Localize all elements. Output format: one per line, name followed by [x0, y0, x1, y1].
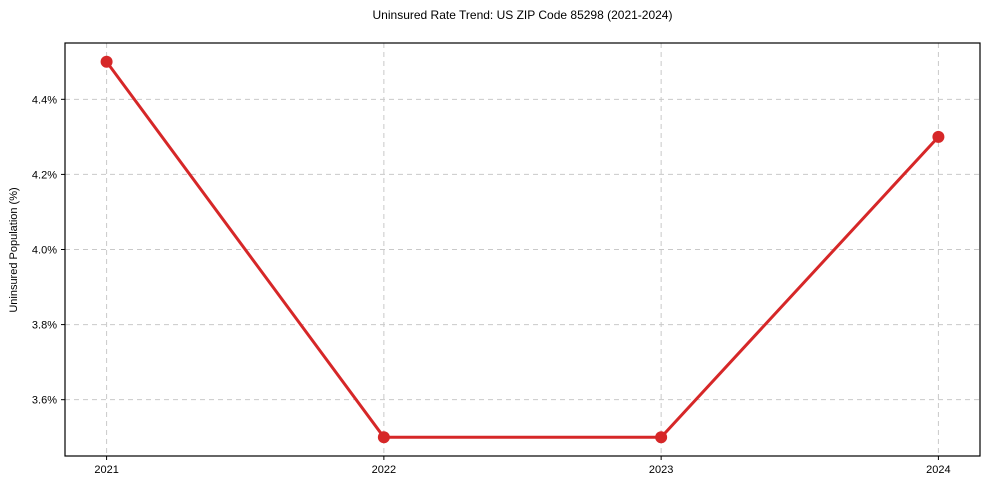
y-tick-label: 3.6% — [32, 395, 57, 407]
chart-title: Uninsured Rate Trend: US ZIP Code 85298 … — [372, 8, 673, 22]
data-point-marker — [100, 55, 113, 68]
y-tick-label: 3.8% — [32, 320, 57, 332]
y-tick-label: 4.2% — [32, 169, 57, 181]
x-tick-label: 2021 — [94, 464, 118, 476]
x-tick-label: 2023 — [649, 464, 673, 476]
x-tick-label: 2024 — [926, 464, 950, 476]
trend-line — [105, 60, 940, 439]
data-point-marker — [377, 431, 390, 444]
data-point-marker — [932, 130, 945, 143]
y-tick-label: 4.0% — [32, 245, 57, 257]
x-tick-label: 2022 — [372, 464, 396, 476]
data-point-marker — [655, 431, 668, 444]
y-tick-label: 4.4% — [32, 94, 57, 106]
